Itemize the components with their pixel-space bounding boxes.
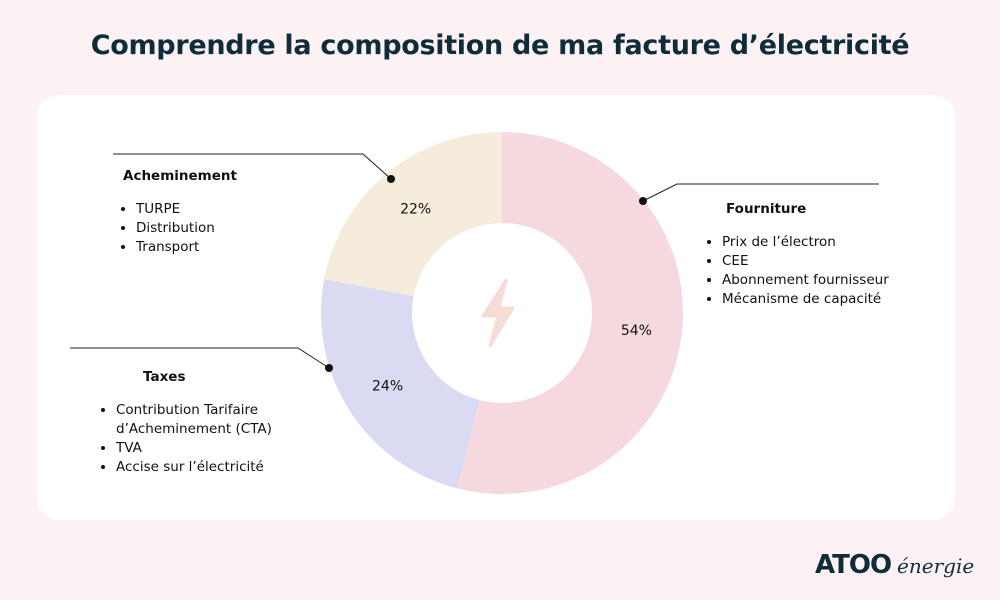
leader-line-fourniture bbox=[642, 183, 879, 202]
legend-title: Fourniture bbox=[726, 201, 807, 217]
legend-item: CEE bbox=[722, 252, 889, 271]
atoo-logo: ATOO énergie bbox=[815, 550, 974, 580]
leader-dot-fourniture bbox=[639, 197, 647, 205]
legend-item: TURPE bbox=[136, 200, 237, 219]
legend-item: Abonnement fournisseur bbox=[722, 271, 889, 290]
legend-title: Acheminement bbox=[123, 168, 237, 184]
legend-item: Transport bbox=[136, 238, 237, 257]
legend-taxes: Taxes Contribution Tarifaire d’Acheminem… bbox=[98, 368, 298, 477]
legend-item: Contribution Tarifaire d’Acheminement (C… bbox=[116, 401, 298, 439]
legend-fourniture: Fourniture Prix de l’électron CEE Abonne… bbox=[704, 200, 889, 309]
legend-item: Accise sur l’électricité bbox=[116, 458, 298, 477]
leader-line-taxes bbox=[70, 347, 330, 369]
slice-label-acheminement: 22% bbox=[400, 202, 431, 218]
leader-dot-taxes bbox=[325, 364, 333, 372]
slice-label-fourniture: 54% bbox=[621, 323, 652, 339]
legend-item: TVA bbox=[116, 439, 298, 458]
slice-taxes bbox=[320, 279, 480, 489]
legend-item: Prix de l’électron bbox=[722, 233, 889, 252]
legend-title: Taxes bbox=[143, 369, 186, 385]
legend-acheminement: Acheminement TURPE Distribution Transpor… bbox=[118, 167, 237, 257]
lightning-bolt-icon bbox=[481, 278, 515, 348]
slice-fourniture bbox=[456, 132, 683, 494]
page-title: Comprendre la composition de ma facture … bbox=[90, 30, 910, 61]
slice-label-taxes: 24% bbox=[372, 379, 403, 395]
leader-line-acheminement bbox=[113, 153, 392, 180]
legend-item: Distribution bbox=[136, 219, 237, 238]
logo-brand: ATOO bbox=[815, 550, 892, 580]
slice-acheminement bbox=[324, 132, 502, 297]
legend-item: Mécanisme de capacité bbox=[722, 290, 889, 309]
leader-dot-acheminement bbox=[387, 175, 395, 183]
logo-suffix: énergie bbox=[897, 554, 975, 578]
